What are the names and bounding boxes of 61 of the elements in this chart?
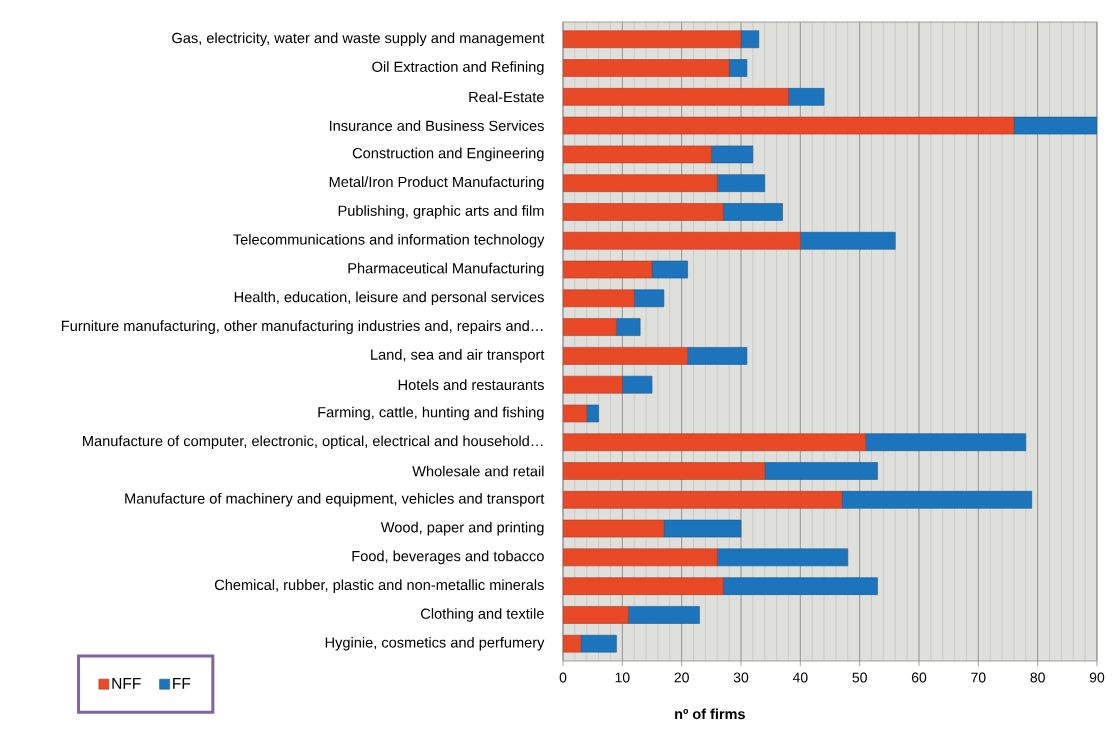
- x-tick-label: 20: [674, 672, 689, 683]
- bar: [563, 606, 629, 624]
- y-tick-label: Clothing and textile: [421, 608, 544, 622]
- x-tick-label: 0: [559, 672, 567, 683]
- bar: [563, 318, 617, 336]
- bar: [563, 347, 688, 365]
- legend-label: FF: [173, 678, 191, 689]
- bar: [865, 433, 1027, 452]
- bar: [580, 634, 617, 653]
- bar: [563, 59, 730, 77]
- x-tick-label: 60: [911, 672, 927, 683]
- y-tick-label: Publishing, graphic arts and film: [338, 205, 544, 219]
- y-tick-label: Construction and Engineering: [352, 147, 544, 162]
- y-tick-label: Telecommunications and information technology: [233, 233, 545, 248]
- legend-label: NFF: [112, 678, 141, 689]
- x-tick-label: 50: [852, 672, 867, 683]
- bar: [687, 347, 748, 365]
- y-tick-label: Gas, electricity, water and waste supply and management: [172, 32, 545, 47]
- bar: [563, 375, 623, 394]
- x-tick-label: 70: [971, 672, 986, 683]
- x-axis-title: nº of firms: [675, 708, 745, 720]
- y-tick-label: Farming, cattle, hunting and fishing: [318, 406, 544, 421]
- bar: [563, 231, 801, 250]
- y-tick-label: Insurance and Business Services: [329, 120, 544, 131]
- bar: [627, 606, 700, 624]
- y-tick-label: Real-Estate: [469, 91, 544, 103]
- bar: [722, 203, 783, 221]
- bar: [563, 491, 843, 509]
- bar: [563, 203, 724, 221]
- y-tick-label: Hotels and restaurants: [398, 379, 544, 391]
- bar: [563, 433, 866, 452]
- x-tick-label: 10: [615, 672, 630, 683]
- y-tick-label: Manufacture of machinery and equipment, vehicles and transport: [125, 492, 545, 507]
- y-tick-label: Food, beverages and tobacco: [352, 550, 544, 565]
- bar: [563, 462, 766, 480]
- bar: [716, 174, 766, 192]
- bar: [841, 491, 1033, 509]
- x-tick-label: 30: [733, 672, 749, 683]
- bar: [563, 289, 635, 308]
- bar: [800, 231, 896, 250]
- x-tick-label: 40: [792, 672, 808, 683]
- y-tick-label: Wood, paper and printing: [380, 521, 544, 536]
- bar: [563, 174, 718, 192]
- x-tick-label: 80: [1030, 672, 1045, 683]
- y-tick-label: Furniture manufacturing, other manufacturing industries and, repairs and…: [61, 320, 543, 334]
- bar: [563, 88, 789, 106]
- y-tick-label: Pharmaceutical Manufacturing: [348, 262, 544, 277]
- y-tick-label: Oil Extraction and Refining: [372, 61, 544, 75]
- bar: [788, 88, 825, 106]
- bar: [563, 577, 724, 595]
- y-tick-label: Chemical, rubber, plastic and non-metallic minerals: [214, 579, 544, 593]
- bar: [563, 30, 742, 49]
- y-tick-label: Wholesale and retail: [412, 465, 544, 477]
- y-tick-label: Manufacture of computer, electronic, optical, electrical and household…: [83, 435, 543, 450]
- y-tick-label: Hyginie, cosmetics and perfumery: [325, 636, 545, 651]
- y-tick-label: Land, sea and air transport: [371, 349, 545, 363]
- bar: [722, 577, 878, 595]
- bar: [764, 462, 878, 480]
- y-tick-label: Metal/Iron Product Manufacturing: [329, 176, 544, 190]
- x-tick-label: 90: [1089, 672, 1105, 683]
- y-tick-label: Health, education, leisure and personal services: [234, 291, 544, 306]
